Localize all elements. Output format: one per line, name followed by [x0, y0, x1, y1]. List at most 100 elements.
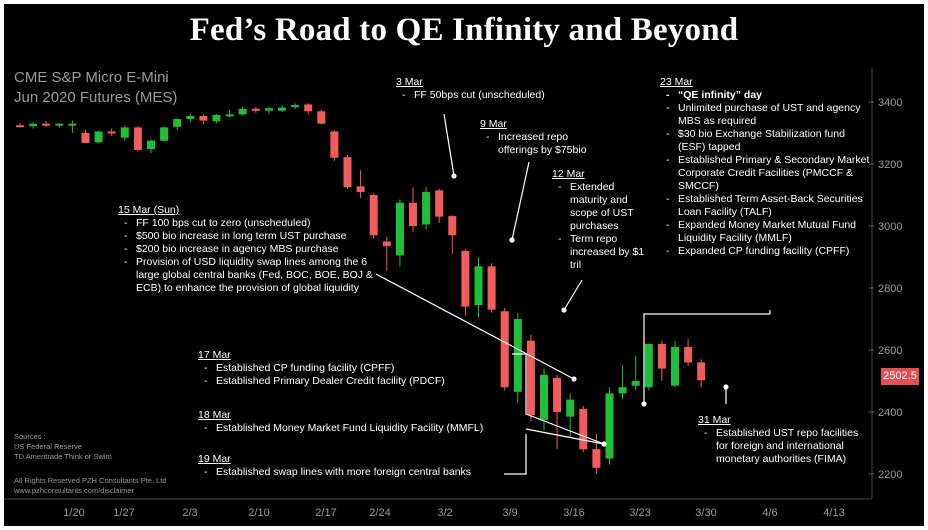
page-title: Fed’s Road to QE Infinity and Beyond — [189, 12, 739, 48]
candle-body — [291, 105, 300, 108]
candle-body — [644, 343, 653, 388]
y-tick-label: 2600 — [878, 345, 902, 357]
candle-body — [29, 123, 38, 127]
candle-body — [461, 250, 470, 307]
candle-body — [199, 115, 208, 121]
annotation-date: 17 Mar — [198, 349, 231, 361]
x-tick-label: 2/24 — [369, 507, 390, 519]
x-tick-label: 2/3 — [182, 507, 197, 519]
candle-body — [107, 131, 116, 134]
annotation-arrowhead — [641, 401, 647, 407]
annotation-headline: “QE infinity” day — [660, 89, 870, 102]
candle-body — [618, 387, 627, 394]
sources-line: US Federal Reserve — [14, 442, 82, 451]
candle-body — [16, 125, 24, 128]
candle-body — [317, 111, 326, 124]
annotation-mar23: 23 Mar “QE infinity” day Unlimited purch… — [660, 76, 870, 258]
y-tick-label: 3400 — [878, 97, 902, 109]
candlestick-chart: 2200 2400 2600 2800 3000 3200 3400 1/20 1/27 2/3 2… — [4, 68, 902, 519]
candle-body — [448, 216, 457, 236]
candle-body — [382, 241, 391, 247]
annotation-date: 9 Mar — [480, 118, 507, 130]
annotation-item: FF 50bps cut (unscheduled) — [396, 89, 596, 102]
candle-body — [94, 131, 103, 143]
instrument-label: CME S&P Micro E-Mini Jun 2020 Futures (M… — [14, 68, 177, 108]
candle-body — [251, 108, 260, 111]
annotation-item: Established Primary & Secondary Market C… — [660, 154, 870, 193]
chart-area: Fed’s Road to QE Infinity and Beyond 220… — [4, 4, 924, 526]
annotation-date: 23 Mar — [660, 76, 693, 88]
candle-body — [513, 319, 522, 392]
annotation-item: $200 bio increase in agency MBS purchase — [118, 243, 380, 256]
candle-body — [435, 190, 444, 217]
candle-body — [369, 195, 378, 236]
last-price-tag: 2502.5 — [881, 368, 919, 385]
candle-body — [264, 108, 273, 111]
candle-body — [186, 115, 195, 120]
annotation-arrowhead — [723, 384, 729, 390]
candle-body — [422, 191, 431, 225]
annotation-date: 19 Mar — [198, 453, 231, 465]
candle-body — [81, 133, 90, 143]
candle-body — [160, 127, 169, 141]
candle-body — [487, 266, 496, 310]
annotation-mar3: 3 Mar FF 50bps cut (unscheduled) — [396, 76, 596, 102]
candle-body — [474, 266, 483, 306]
candle-body — [68, 123, 77, 126]
y-tick-label: 2800 — [878, 283, 902, 295]
annotation-item: Established Primary Dealer Credit facili… — [198, 375, 498, 388]
candle-body — [409, 202, 417, 226]
annotation-mar19: 19 Mar Established swap lines with more … — [198, 453, 518, 479]
candle-body — [225, 114, 234, 117]
x-tick-label: 2/10 — [248, 507, 269, 519]
annotation-date: 31 Mar — [698, 414, 731, 426]
annotation-item: $30 bio Exchange Stabilization fund (ESF… — [660, 128, 870, 154]
annotation-item: Expanded Money Market Mutual Fund Liquid… — [660, 219, 870, 245]
candle-body — [133, 127, 142, 151]
candle-body — [278, 107, 286, 111]
annotation-date: 3 Mar — [396, 76, 423, 88]
annotation-item: Increased repo offerings by $75bio — [480, 131, 610, 157]
candle-body — [579, 408, 588, 450]
x-tick-label: 1/20 — [63, 507, 84, 519]
x-tick-label: 3/9 — [502, 507, 517, 519]
candle-body — [55, 123, 64, 126]
sources-line: TD Ameritrade Think or Swim — [14, 452, 112, 461]
annotation-date: 12 Mar — [552, 168, 585, 180]
y-tick-label: 2400 — [878, 407, 902, 419]
annotation-arrow — [525, 428, 605, 445]
annotation-arrow — [443, 113, 455, 177]
annotation-item: Unlimited purchase of UST and agency MBS… — [660, 102, 870, 128]
x-tick-label: 2/17 — [315, 507, 336, 519]
candle-body — [553, 377, 562, 412]
candle-body — [631, 381, 640, 386]
candle-body — [500, 311, 509, 388]
instrument-line-1: CME S&P Micro E-Mini — [14, 69, 169, 86]
x-tick-label: 4/13 — [823, 507, 844, 519]
candle-body — [238, 108, 247, 115]
annotation-arrow — [511, 161, 530, 241]
x-tick-label: 3/2 — [437, 507, 452, 519]
rights-line: All Rights Reserved PZH Consultants Pte.… — [14, 476, 167, 485]
x-tick-label: 4/6 — [762, 507, 777, 519]
annotation-mar18: 18 Mar Established Money Market Fund Liq… — [198, 409, 518, 435]
annotation-item: Term repo increased by $1 tril — [552, 233, 647, 272]
candle-body — [526, 340, 535, 416]
candle-body — [330, 131, 339, 158]
y-tick-label: 3200 — [878, 159, 902, 171]
instrument-line-2: Jun 2020 Futures (MES) — [14, 89, 178, 106]
candle-body — [605, 393, 614, 459]
candle-body — [120, 127, 129, 138]
y-tick-label: 2200 — [878, 469, 902, 481]
candle-body — [671, 346, 679, 386]
candle-body — [592, 449, 601, 468]
annotation-item: Established Term Asset-Back Securities L… — [660, 193, 870, 219]
annotation-arrowhead — [601, 441, 607, 447]
annotation-arrow — [643, 310, 771, 404]
rights-line: www.pzhconsultants.com/disclaimer — [14, 486, 135, 495]
annotation-item: FF 100 bps cut to zero (unscheduled) — [118, 217, 380, 230]
annotation-date: 15 Mar (Sun) — [118, 204, 180, 216]
rights-note: All Rights Reserved PZH Consultants Pte.… — [14, 476, 167, 496]
annotation-arrow — [563, 279, 583, 311]
